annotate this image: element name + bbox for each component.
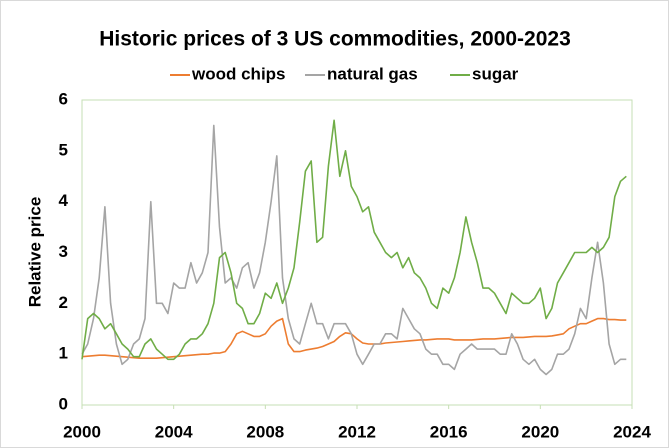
legend-label: natural gas: [327, 64, 418, 83]
x-tick-label: 2016: [430, 422, 468, 441]
legend-label: sugar: [472, 64, 519, 83]
series-line: [81, 317, 627, 359]
y-tick-label: 6: [59, 89, 68, 108]
y-tick-label: 4: [59, 191, 69, 210]
y-axis-label: Relative price: [25, 197, 44, 308]
y-tick-label: 0: [59, 394, 68, 413]
series-line: [81, 124, 627, 376]
series-line: [81, 119, 627, 361]
chart-title: Historic prices of 3 US commodities, 200…: [99, 28, 571, 51]
x-tick-label: 2004: [155, 422, 193, 441]
x-tick-label: 2024: [613, 422, 651, 441]
x-tick-label: 2020: [521, 422, 559, 441]
y-tick-label: 1: [59, 344, 68, 363]
legend-label: wood chips: [191, 64, 286, 83]
x-tick-label: 2012: [338, 422, 376, 441]
y-tick-label: 3: [59, 242, 68, 261]
x-tick-label: 2008: [246, 422, 284, 441]
y-tick-label: 5: [59, 140, 68, 159]
y-tick-label: 2: [59, 293, 68, 312]
x-tick-label: 2000: [63, 422, 101, 441]
